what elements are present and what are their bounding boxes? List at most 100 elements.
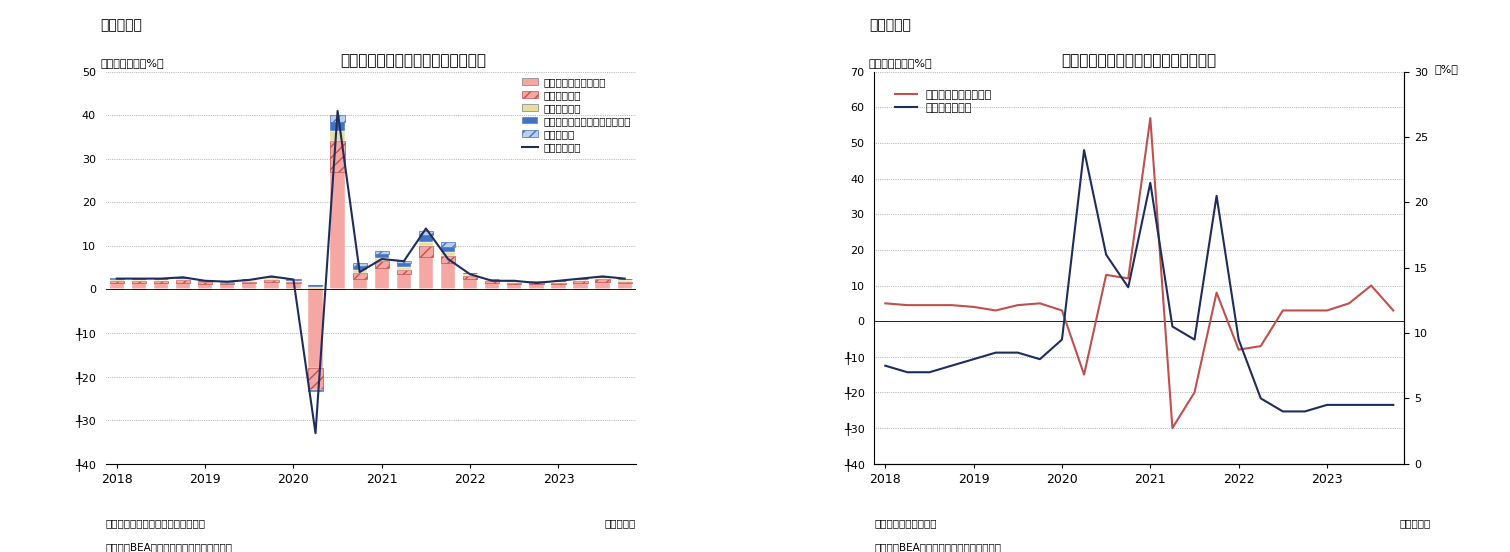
Bar xyxy=(352,273,367,279)
Bar xyxy=(331,141,344,172)
Y-axis label: （%）: （%） xyxy=(1434,64,1459,74)
Bar xyxy=(287,280,300,282)
Bar xyxy=(308,289,323,368)
Bar xyxy=(528,284,544,289)
Bar xyxy=(551,284,566,289)
Bar xyxy=(397,274,411,289)
Bar xyxy=(464,273,477,274)
Bar xyxy=(374,251,390,254)
Bar xyxy=(397,261,411,263)
Bar xyxy=(175,278,190,279)
Bar xyxy=(507,284,521,289)
Bar xyxy=(220,284,234,289)
Bar xyxy=(574,280,587,281)
Bar xyxy=(485,283,500,289)
Text: （資料）BEAよりニッセイ基礎研究所作成: （資料）BEAよりニッセイ基礎研究所作成 xyxy=(874,542,1001,552)
Bar xyxy=(131,280,146,281)
Bar xyxy=(352,270,367,273)
Bar xyxy=(331,115,344,122)
Bar xyxy=(441,242,455,247)
Bar xyxy=(507,283,521,284)
Bar xyxy=(131,283,146,289)
Bar xyxy=(418,257,433,289)
Bar xyxy=(464,274,477,275)
Bar xyxy=(154,280,168,281)
Bar xyxy=(485,281,500,283)
Bar xyxy=(528,281,544,282)
Bar xyxy=(331,122,344,131)
Bar xyxy=(618,283,631,289)
Bar xyxy=(242,279,257,280)
Bar xyxy=(352,263,367,266)
Bar xyxy=(374,268,390,289)
Bar xyxy=(175,283,190,289)
Bar xyxy=(131,281,146,283)
Bar xyxy=(595,278,610,279)
Bar xyxy=(154,283,168,289)
Bar xyxy=(308,288,323,289)
Text: （前期比年率、%）: （前期比年率、%） xyxy=(868,58,933,68)
Bar xyxy=(110,281,124,283)
Bar xyxy=(397,270,411,274)
Bar xyxy=(551,282,566,283)
Bar xyxy=(264,278,278,280)
Legend: 実質可処分所得伸び率, 貴蓄率（右軸）: 実質可処分所得伸び率, 貴蓄率（右軸） xyxy=(891,85,997,118)
Bar xyxy=(154,279,168,280)
Legend: サービス（医療除く）, 医療サービス, 非耒久消費財, 耒久消費財（自動車関連除く）, 自動車関連, 実質個人消費: サービス（医療除く）, 医療サービス, 非耒久消費財, 耒久消費財（自動車関連除… xyxy=(522,77,631,152)
Bar xyxy=(374,258,390,261)
Bar xyxy=(110,279,124,281)
Bar xyxy=(154,281,168,283)
Bar xyxy=(574,283,587,289)
Bar xyxy=(551,283,566,284)
Text: （四半期）: （四半期） xyxy=(1400,518,1431,529)
Bar xyxy=(242,283,257,289)
Text: （四半期）: （四半期） xyxy=(604,518,636,529)
Bar xyxy=(352,266,367,270)
Bar xyxy=(110,283,124,289)
Bar xyxy=(198,284,213,289)
Bar xyxy=(198,281,213,282)
Bar xyxy=(397,267,411,270)
Bar xyxy=(220,283,234,284)
Bar xyxy=(618,279,631,280)
Bar xyxy=(574,281,587,283)
Bar xyxy=(507,282,521,283)
Bar xyxy=(418,231,433,235)
Bar xyxy=(264,277,278,278)
Bar xyxy=(528,282,544,284)
Bar xyxy=(595,277,610,278)
Text: （注）季節調整済系列の前期比年率: （注）季節調整済系列の前期比年率 xyxy=(106,518,205,529)
Bar xyxy=(331,172,344,289)
Bar xyxy=(574,279,587,280)
Bar xyxy=(175,280,190,283)
Bar xyxy=(264,280,278,282)
Title: 米国の実質可処分所得伸び率と貴蓄率: 米国の実質可処分所得伸び率と貴蓄率 xyxy=(1062,53,1217,68)
Bar xyxy=(264,282,278,289)
Bar xyxy=(220,282,234,283)
Bar xyxy=(441,247,455,252)
Bar xyxy=(441,263,455,289)
Bar xyxy=(352,279,367,289)
Bar xyxy=(308,390,323,391)
Bar xyxy=(441,252,455,256)
Bar xyxy=(595,279,610,282)
Bar xyxy=(287,282,300,283)
Bar xyxy=(441,256,455,263)
Bar xyxy=(485,279,500,281)
Bar xyxy=(618,282,631,283)
Bar xyxy=(308,368,323,390)
Bar xyxy=(331,131,344,141)
Bar xyxy=(397,263,411,267)
Bar xyxy=(418,235,433,242)
Bar xyxy=(175,279,190,280)
Bar xyxy=(198,282,213,284)
Bar xyxy=(595,282,610,289)
Bar xyxy=(374,254,390,258)
Text: （図表４）: （図表４） xyxy=(868,19,911,33)
Bar xyxy=(242,282,257,283)
Text: （資料）BEAよりニッセイ基礎研究所作成: （資料）BEAよりニッセイ基礎研究所作成 xyxy=(106,542,233,552)
Bar xyxy=(618,280,631,282)
Bar xyxy=(308,285,323,288)
Text: （注）季節調整済系列: （注）季節調整済系列 xyxy=(874,518,936,529)
Bar xyxy=(418,242,433,246)
